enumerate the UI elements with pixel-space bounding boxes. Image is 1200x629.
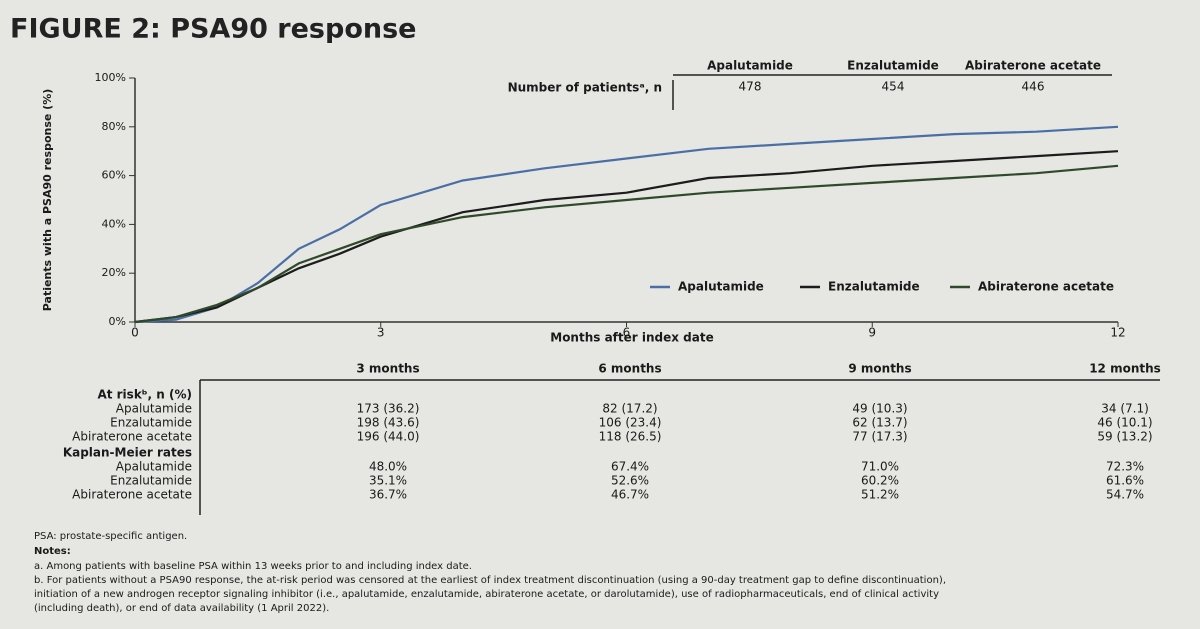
risk-cell: 52.6% xyxy=(611,474,649,488)
x-axis-label: Months after index date xyxy=(550,331,713,345)
risk-column: 9 months xyxy=(848,362,911,376)
patients-count: 478 xyxy=(739,80,762,94)
risk-cell: 60.2% xyxy=(861,474,899,488)
risk-cell: 196 (44.0) xyxy=(357,430,420,444)
risk-row-label: Abiraterone acetate xyxy=(72,488,192,502)
legend-label: Apalutamide xyxy=(678,280,764,294)
note-abbreviation: PSA: prostate-specific antigen. xyxy=(34,531,187,542)
risk-column: 12 months xyxy=(1089,362,1161,376)
risk-cell: 48.0% xyxy=(369,460,407,474)
risk-column: 3 months xyxy=(356,362,419,376)
y-axis-label: Patients with a PSA90 response (%) xyxy=(41,89,54,312)
patients-column: Enzalutamide xyxy=(847,59,939,73)
figure-title: FIGURE 2: PSA90 response xyxy=(10,14,416,45)
risk-section: At riskᵇ, n (%) xyxy=(97,388,192,402)
risk-cell: 49 (10.3) xyxy=(852,402,907,416)
risk-cell: 46 (10.1) xyxy=(1097,416,1152,430)
y-tick-label: 100% xyxy=(95,71,126,84)
risk-cell: 198 (43.6) xyxy=(357,416,420,430)
patients-column: Apalutamide xyxy=(707,59,793,73)
risk-cell: 106 (23.4) xyxy=(599,416,662,430)
risk-cell: 51.2% xyxy=(861,488,899,502)
risk-section: Kaplan-Meier rates xyxy=(63,446,192,460)
risk-cell: 173 (36.2) xyxy=(357,402,420,416)
legend-label: Abiraterone acetate xyxy=(978,280,1114,294)
patients-count: 446 xyxy=(1022,80,1045,94)
risk-column: 6 months xyxy=(598,362,661,376)
risk-cell: 34 (7.1) xyxy=(1101,402,1149,416)
risk-cell: 72.3% xyxy=(1106,460,1144,474)
x-tick-label: 3 xyxy=(377,326,385,340)
x-tick-label: 0 xyxy=(131,326,139,340)
series-line xyxy=(134,150,1119,324)
y-tick-label: 40% xyxy=(102,217,126,230)
patients-count: 454 xyxy=(882,80,905,94)
risk-cell: 54.7% xyxy=(1106,488,1144,502)
note-heading: Notes: xyxy=(34,546,71,557)
patients-label: Number of patientsᵃ, n xyxy=(508,81,662,95)
y-tick-label: 80% xyxy=(102,120,126,133)
note-line: a. Among patients with baseline PSA with… xyxy=(34,561,472,572)
note-line: (including death), or end of data availa… xyxy=(34,603,329,614)
risk-cell: 35.1% xyxy=(369,474,407,488)
risk-row-label: Abiraterone acetate xyxy=(72,430,192,444)
risk-row-label: Apalutamide xyxy=(116,402,192,416)
y-tick-label: 60% xyxy=(102,169,126,182)
x-tick-label: 12 xyxy=(1110,326,1125,340)
risk-cell: 61.6% xyxy=(1106,474,1144,488)
note-line: initiation of a new androgen receptor si… xyxy=(34,589,939,600)
risk-cell: 59 (13.2) xyxy=(1097,430,1152,444)
risk-row-label: Apalutamide xyxy=(116,460,192,474)
risk-cell: 46.7% xyxy=(611,488,649,502)
legend-label: Enzalutamide xyxy=(828,280,920,294)
patients-column: Abiraterone acetate xyxy=(965,59,1101,73)
risk-cell: 62 (13.7) xyxy=(852,416,907,430)
risk-row-label: Enzalutamide xyxy=(110,474,192,488)
note-line: b. For patients without a PSA90 response… xyxy=(34,575,946,586)
risk-cell: 118 (26.5) xyxy=(599,430,662,444)
series-line xyxy=(134,164,1119,324)
x-tick-label: 6 xyxy=(623,326,631,340)
risk-cell: 36.7% xyxy=(369,488,407,502)
risk-cell: 67.4% xyxy=(611,460,649,474)
y-tick-label: 0% xyxy=(109,315,126,328)
risk-cell: 77 (17.3) xyxy=(852,430,907,444)
risk-cell: 82 (17.2) xyxy=(602,402,657,416)
y-tick-label: 20% xyxy=(102,266,126,279)
x-tick-label: 9 xyxy=(868,326,876,340)
risk-row-label: Enzalutamide xyxy=(110,416,192,430)
risk-cell: 71.0% xyxy=(861,460,899,474)
